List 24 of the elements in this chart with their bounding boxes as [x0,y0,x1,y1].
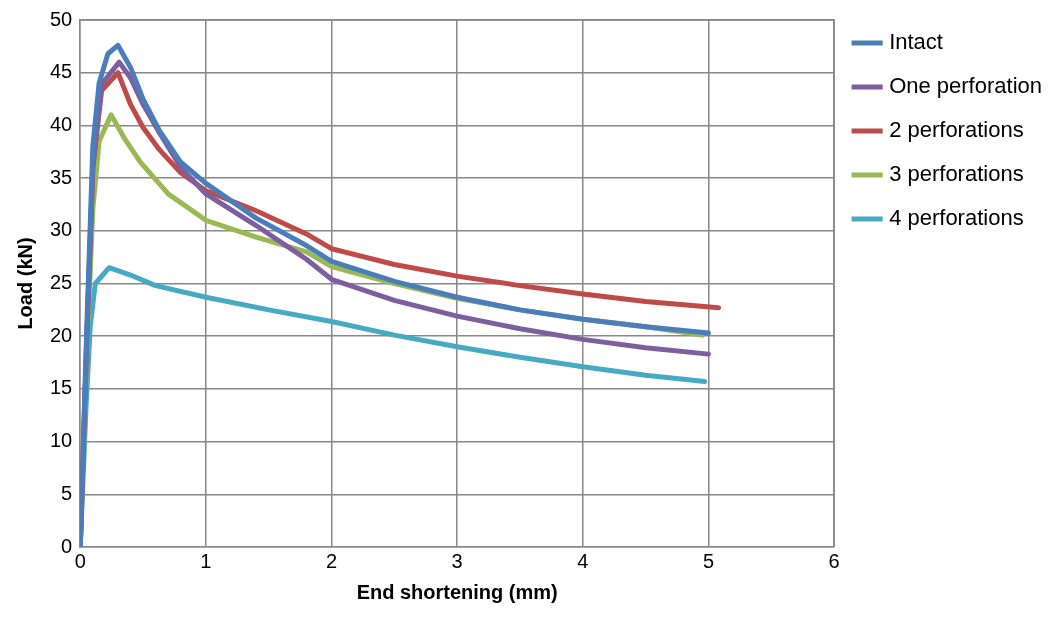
legend-label: 3 perforations [889,161,1024,187]
x-tick-label: 2 [325,549,338,572]
y-tick-label: 15 [50,376,73,399]
legend-label: Intact [889,29,943,55]
legend-label: One perforation [889,73,1042,99]
y-tick-label: 0 [61,534,73,557]
y-tick-label: 10 [50,429,73,452]
y-tick-label: 35 [50,165,73,188]
y-tick-label: 5 [61,481,73,504]
y-tick-label: 20 [50,323,73,346]
x-tick-label: 3 [451,549,463,572]
x-axis-title: End shortening (mm) [356,580,558,603]
legend-label: 2 perforations [889,117,1024,143]
x-tick-label: 4 [577,549,589,572]
y-tick-label: 50 [50,7,73,30]
x-tick-label: 1 [200,549,212,572]
legend-label: 4 perforations [889,205,1024,231]
y-axis-title: Load (kN) [13,237,36,330]
y-tick-label: 30 [50,218,73,241]
y-tick-label: 25 [50,271,73,294]
x-tick-label: 6 [828,549,840,572]
y-tick-label: 45 [50,60,73,83]
x-tick-label: 5 [702,549,715,572]
y-tick-label: 40 [50,112,73,135]
